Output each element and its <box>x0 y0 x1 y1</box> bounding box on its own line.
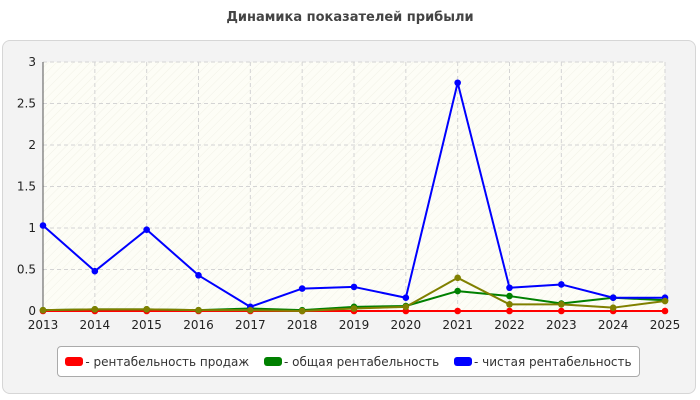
data-point-series-2 <box>506 284 513 292</box>
axes: 0 0.5 1 1.5 2 2.5 3 2013 2014 2015 2016 2017 2018 201… <box>17 55 680 332</box>
data-point-series-2 <box>350 283 358 291</box>
data-point-series-3 <box>558 301 565 308</box>
data-point-series-3 <box>661 297 669 305</box>
data-point-series-2 <box>454 79 461 87</box>
data-point-series-2 <box>298 285 306 292</box>
x-tick-label: 2018 <box>287 318 318 332</box>
data-point-series-2 <box>402 294 410 302</box>
data-point-series-2 <box>558 281 565 288</box>
data-point-series-3 <box>143 306 150 313</box>
y-tick-label: 1.5 <box>17 180 36 194</box>
data-point-series-3 <box>298 307 306 315</box>
legend-swatch-blue <box>454 357 472 366</box>
data-point-series-3 <box>609 304 617 311</box>
data-point-series-2 <box>195 272 202 279</box>
data-point-series-3 <box>454 274 461 282</box>
legend-item-net-profitability[interactable]: - чистая рентабельность <box>454 355 632 369</box>
x-tick-label: 2024 <box>598 318 629 332</box>
legend: - рентабельность продаж - общая рентабел… <box>57 346 640 377</box>
x-tick-label: 2023 <box>546 318 577 332</box>
y-tick-label: 2 <box>28 138 36 152</box>
legend-item-total-profitability[interactable]: - общая рентабельность <box>264 355 439 369</box>
x-tick-label: 2015 <box>131 318 162 332</box>
data-point-series-3 <box>402 303 410 311</box>
x-tick-label: 2014 <box>80 318 111 332</box>
legend-label-total-profitability: - общая рентабельность <box>284 354 440 369</box>
data-point-series-1 <box>454 287 461 295</box>
y-tick-label: 3 <box>28 55 36 69</box>
chart-title: Динамика показателей прибыли <box>226 10 474 25</box>
data-point-series-0 <box>558 307 565 315</box>
series-points <box>39 79 669 315</box>
legend-label-sales-profitability: - рентабельность продаж <box>85 354 250 369</box>
legend-item-sales-profitability[interactable]: - рентабельность продаж <box>65 355 249 369</box>
data-point-series-0 <box>454 307 461 315</box>
x-tick-label: 2025 <box>650 318 681 332</box>
x-tick-label: 2016 <box>183 318 214 332</box>
data-point-series-2 <box>39 222 47 229</box>
x-tick-label: 2021 <box>442 318 473 332</box>
x-tick-label: 2017 <box>235 318 266 332</box>
y-tick-label: 0 <box>28 304 36 318</box>
data-point-series-0 <box>661 307 669 315</box>
y-tick-label: 1 <box>28 221 36 235</box>
x-tick-label: 2022 <box>494 318 525 332</box>
x-tick-label: 2013 <box>28 318 59 332</box>
data-point-series-2 <box>143 226 150 233</box>
legend-swatch-green <box>264 357 283 366</box>
data-point-series-3 <box>506 301 513 308</box>
y-tick-label: 2.5 <box>17 97 36 111</box>
data-point-series-3 <box>39 306 47 314</box>
grid-lines <box>43 61 666 311</box>
data-point-series-2 <box>91 267 99 275</box>
legend-label-net-profitability: - чистая рентабельность <box>474 354 632 369</box>
x-tick-label: 2020 <box>391 318 422 332</box>
legend-swatch-red <box>65 357 84 366</box>
y-tick-label: 0.5 <box>17 263 36 277</box>
data-point-series-3 <box>91 306 99 313</box>
x-tick-label: 2019 <box>339 318 370 332</box>
data-point-series-2 <box>609 294 617 302</box>
data-point-series-3 <box>247 306 254 314</box>
data-point-series-3 <box>195 306 202 314</box>
data-point-series-0 <box>506 307 513 315</box>
data-point-series-1 <box>506 292 513 300</box>
data-point-series-3 <box>350 305 358 312</box>
